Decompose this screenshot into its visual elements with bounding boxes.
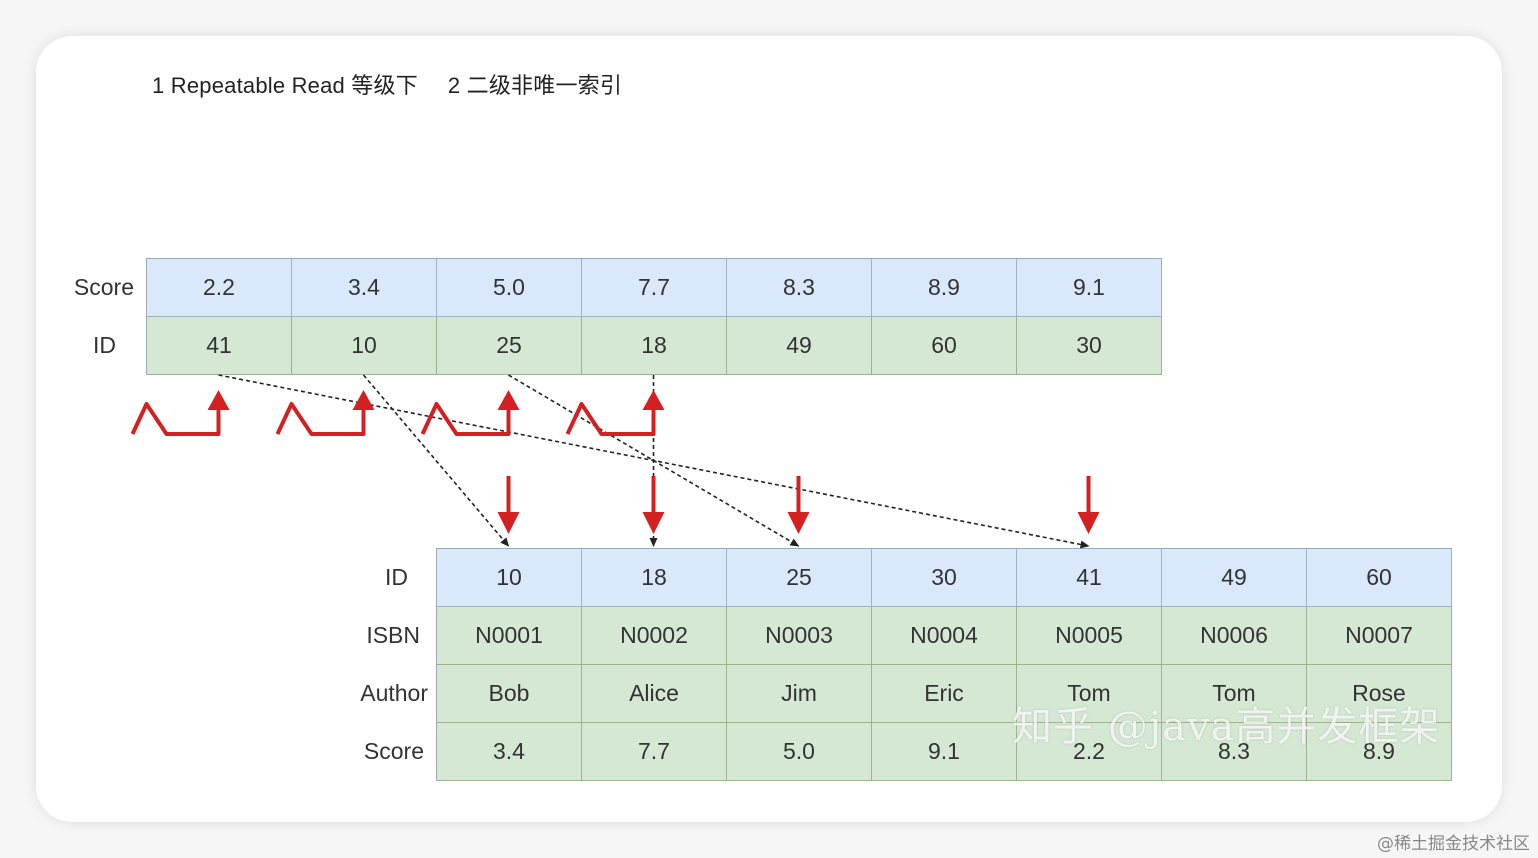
secondary-score-cell: 7.7 <box>582 259 727 317</box>
primary-author-cell: Rose <box>1307 665 1452 723</box>
primary-isbn-cell: N0006 <box>1162 607 1307 665</box>
primary-score-cell: 5.0 <box>727 723 872 781</box>
primary-id-cell: 49 <box>1162 549 1307 607</box>
secondary-id-label: ID <box>93 332 116 358</box>
secondary-score-label: Score <box>73 274 134 300</box>
record-lock-arrow-18 <box>642 476 665 534</box>
secondary-score-cell: 3.4 <box>292 259 437 317</box>
primary-author-cell: Eric <box>872 665 1017 723</box>
gap-lock-arrow <box>420 390 520 436</box>
gap-lock-arrow <box>130 390 230 436</box>
primary-isbn-cell: N0001 <box>437 607 582 665</box>
gap-lock-arrow <box>275 390 375 436</box>
primary-id-cell: 25 <box>727 549 872 607</box>
watermark: 知乎 @java高并发框架 <box>1012 704 1441 750</box>
secondary-id-cell: 49 <box>727 317 872 375</box>
primary-author-cell: Tom <box>1017 665 1162 723</box>
primary-id-cell: 30 <box>872 549 1017 607</box>
heading-isolation-level: 1 Repeatable Read 等级下 <box>152 73 418 98</box>
secondary-id-cell: 10 <box>292 317 437 375</box>
primary-isbn-cell: N0004 <box>872 607 1017 665</box>
primary-author-cell: Bob <box>437 665 582 723</box>
secondary-id-cell: 25 <box>437 317 582 375</box>
primary-score-cell: 8.3 <box>1162 723 1307 781</box>
primary-id-cell: 18 <box>582 549 727 607</box>
diagram-heading: 1 Repeatable Read 等级下 2 二级非唯一索引 <box>152 68 622 100</box>
secondary-score-cell: 8.3 <box>727 259 872 317</box>
primary-isbn-cell: N0003 <box>727 607 872 665</box>
primary-isbn-label: ISBN <box>366 622 420 648</box>
row-pointer-10 <box>362 374 510 547</box>
primary-id-cell: 10 <box>437 549 582 607</box>
primary-score-label: Score <box>363 738 424 764</box>
record-lock-arrow-41 <box>1077 476 1100 534</box>
primary-id-label: ID <box>385 564 408 590</box>
primary-author-cell: Jim <box>727 665 872 723</box>
primary-id-cell: 41 <box>1017 549 1162 607</box>
primary-table: 10 18 25 30 41 49 60 N0001 N0002 N0003 N0004 N0005 N… <box>436 548 1452 781</box>
primary-score-cell: 8.9 <box>1307 723 1452 781</box>
primary-score-cell: 9.1 <box>872 723 1017 781</box>
footer-credit: @稀土掘金技术社区 <box>1377 834 1530 854</box>
primary-isbn-cell: N0005 <box>1017 607 1162 665</box>
heading-index-type: 2 二级非唯一索引 <box>447 73 623 98</box>
record-lock-arrow-10 <box>497 476 520 534</box>
secondary-id-cell: 18 <box>582 317 727 375</box>
primary-author-cell: Tom <box>1162 665 1307 723</box>
primary-author-label: Author <box>360 680 428 706</box>
secondary-score-cell: 5.0 <box>437 259 582 317</box>
secondary-score-cell: 9.1 <box>1017 259 1162 317</box>
secondary-id-cell: 30 <box>1017 317 1162 375</box>
record-lock-arrow-25 <box>787 476 810 534</box>
primary-isbn-cell: N0002 <box>582 607 727 665</box>
secondary-score-cell: 8.9 <box>872 259 1017 317</box>
secondary-id-cell: 60 <box>872 317 1017 375</box>
primary-score-cell: 7.7 <box>582 723 727 781</box>
secondary-score-cell: 2.2 <box>147 259 292 317</box>
primary-score-cell: 3.4 <box>437 723 582 781</box>
primary-author-cell: Alice <box>582 665 727 723</box>
primary-score-cell: 2.2 <box>1017 723 1162 781</box>
primary-isbn-cell: N0007 <box>1307 607 1452 665</box>
secondary-id-cell: 41 <box>147 317 292 375</box>
primary-id-cell: 60 <box>1307 549 1452 607</box>
gap-lock-arrow <box>565 390 665 436</box>
secondary-index-table: 2.2 3.4 5.0 7.7 8.3 8.9 9.1 41 10 25 18 49 60 30 <box>146 258 1162 375</box>
